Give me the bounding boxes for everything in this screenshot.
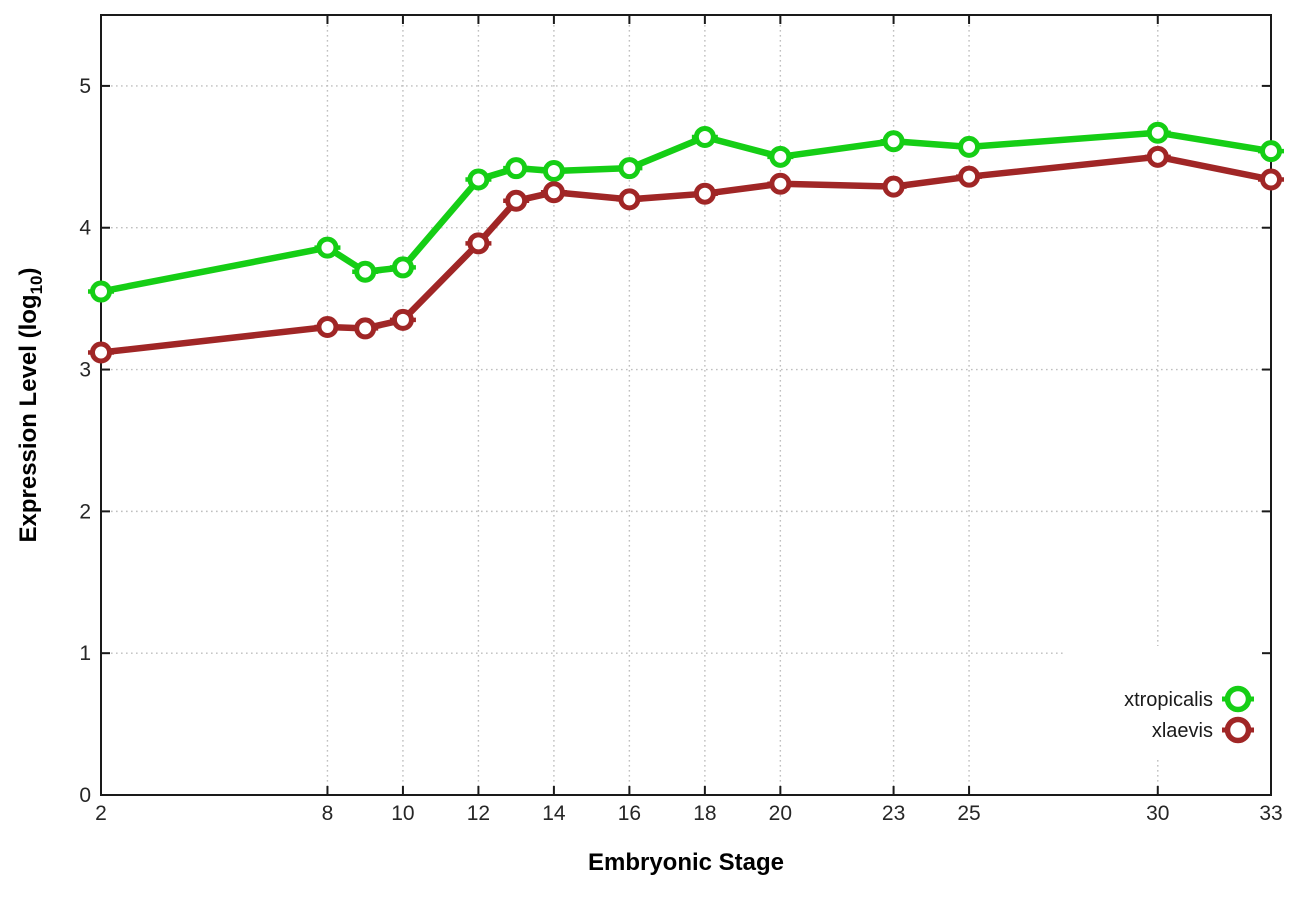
data-series (88, 121, 1284, 364)
y-tick-label: 2 (79, 500, 91, 523)
data-point-xtropicalis (391, 256, 414, 279)
x-tick-label: 8 (322, 802, 334, 825)
data-point-xlaevis (542, 181, 565, 204)
data-point-xlaevis (1260, 168, 1282, 191)
data-point-xtropicalis (505, 157, 528, 180)
data-point-xtropicalis (882, 130, 905, 153)
y-axis-title: Expression Level (log10) (15, 268, 46, 543)
data-point-xtropicalis (693, 125, 716, 148)
x-tick-label: 14 (542, 802, 566, 825)
data-point-xtropicalis (618, 157, 641, 180)
x-tick-label: 18 (693, 802, 716, 825)
data-point-xtropicalis (769, 145, 792, 168)
legend-marker-xlaevis (1224, 716, 1252, 744)
data-point-xtropicalis (316, 236, 339, 259)
data-point-xtropicalis (958, 135, 981, 158)
x-tick-label: 33 (1259, 802, 1282, 825)
legend-markers (1222, 685, 1254, 744)
legend-label-xlaevis: xlaevis (1152, 720, 1213, 742)
series-line-xtropicalis (97, 129, 1275, 295)
x-tick-label: 30 (1146, 802, 1169, 825)
data-point-xlaevis (958, 165, 981, 188)
y-axis-title-group: Expression Level (log10) (15, 268, 46, 543)
x-tick-label: 16 (618, 802, 641, 825)
data-point-xlaevis (354, 317, 377, 340)
y-axis-title-main: Expression Level (log (15, 294, 42, 542)
x-tick-label: 23 (882, 802, 905, 825)
x-tick-label: 10 (391, 802, 414, 825)
data-point-xlaevis (618, 188, 641, 211)
data-point-xlaevis (1146, 145, 1169, 168)
x-axis-title: Embryonic Stage (588, 849, 784, 876)
data-point-xlaevis (769, 172, 792, 195)
x-tick-label: 2 (95, 802, 107, 825)
y-tick-label: 0 (79, 784, 91, 807)
y-tick-label: 3 (79, 359, 91, 382)
legend-label-xtropicalis: xtropicalis (1124, 689, 1213, 711)
data-point-xtropicalis (1146, 121, 1169, 144)
y-axis-title-suffix: ) (15, 268, 42, 276)
x-tick-label: 20 (769, 802, 792, 825)
data-point-xlaevis (693, 182, 716, 205)
data-point-xlaevis (882, 175, 905, 198)
data-point-xtropicalis (467, 168, 490, 191)
plot-border (100, 14, 1272, 796)
legend: xtropicalis xlaevis (1124, 685, 1254, 744)
y-tick-label: 4 (79, 217, 91, 240)
data-point-xtropicalis (354, 260, 377, 283)
data-point-xtropicalis (542, 160, 565, 182)
data-point-xtropicalis (90, 280, 112, 303)
y-tick-label: 1 (79, 642, 91, 665)
x-tick-label: 12 (467, 802, 490, 825)
data-point-xlaevis (467, 232, 490, 255)
x-tick-label: 25 (957, 802, 980, 825)
legend-marker-xtropicalis (1224, 685, 1252, 713)
data-point-xlaevis (90, 341, 112, 364)
data-point-xlaevis (391, 308, 414, 331)
y-axis-title-subscript: 10 (27, 276, 46, 295)
data-point-xtropicalis (1260, 140, 1282, 163)
data-point-xlaevis (505, 189, 528, 212)
data-point-xlaevis (316, 316, 339, 338)
tick-marks (100, 15, 1272, 796)
y-tick-label: 5 (79, 75, 91, 98)
